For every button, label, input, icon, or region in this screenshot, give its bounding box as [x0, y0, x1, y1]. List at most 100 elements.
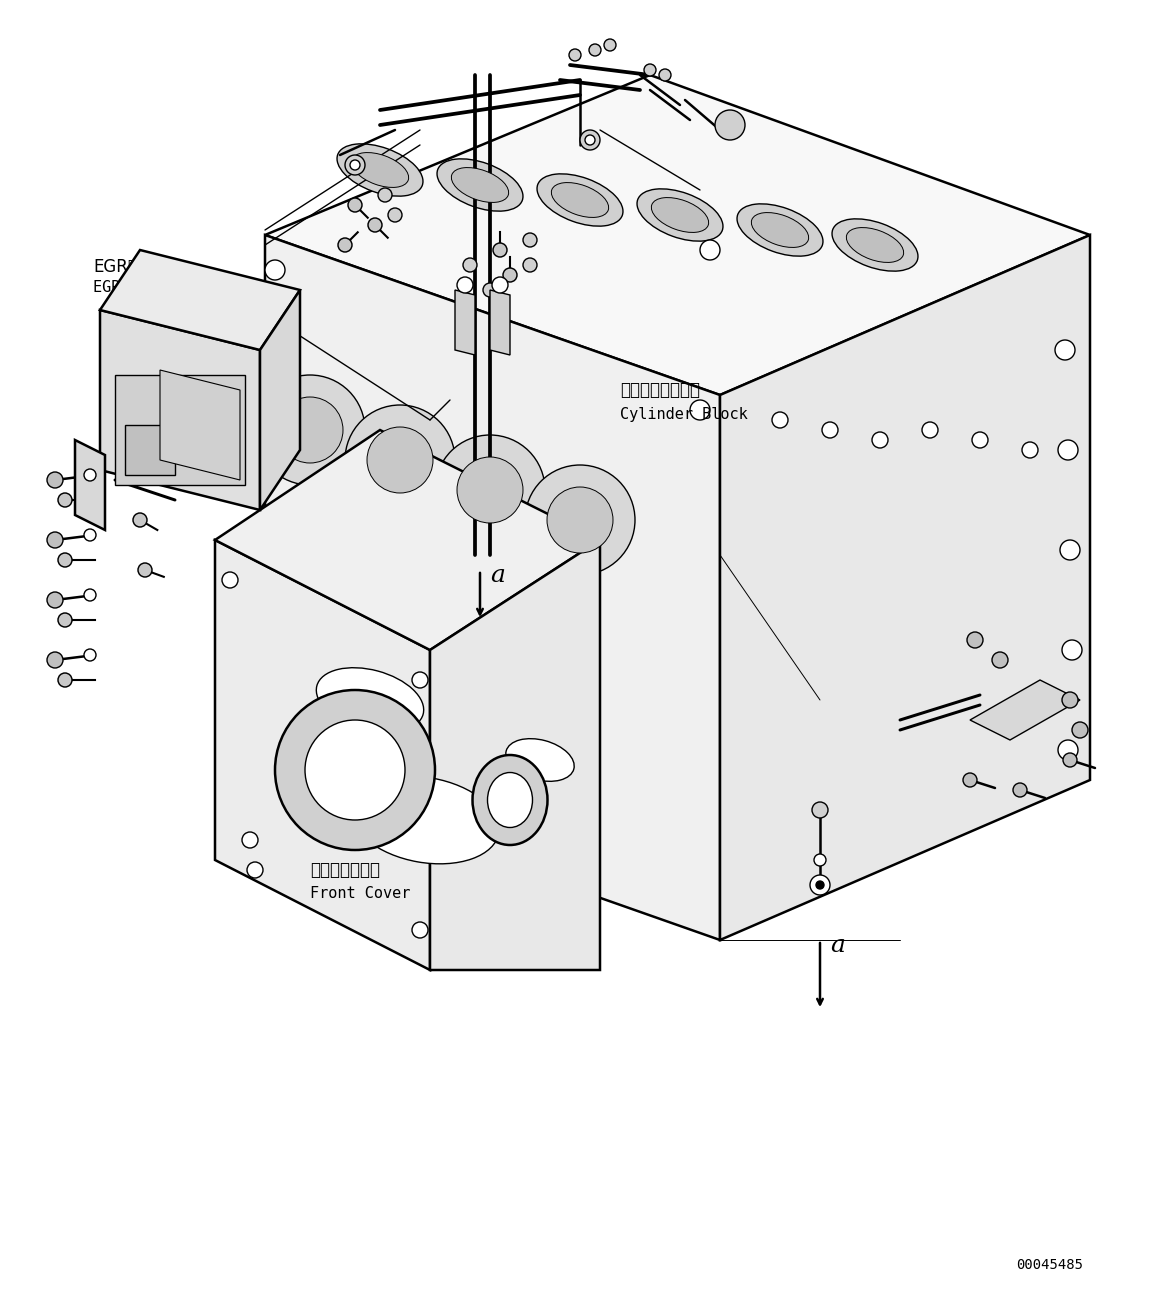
Text: 00045485: 00045485 [1016, 1258, 1084, 1271]
Circle shape [305, 721, 405, 820]
Circle shape [345, 404, 455, 515]
Ellipse shape [737, 203, 823, 257]
Ellipse shape [832, 219, 918, 271]
Circle shape [58, 613, 72, 627]
Circle shape [368, 218, 381, 232]
Circle shape [1055, 340, 1075, 360]
Circle shape [345, 156, 365, 175]
Ellipse shape [337, 144, 423, 196]
Polygon shape [720, 235, 1090, 940]
Text: a: a [490, 564, 505, 587]
Ellipse shape [292, 652, 448, 748]
Ellipse shape [451, 167, 508, 202]
Polygon shape [160, 369, 240, 480]
Circle shape [525, 465, 635, 575]
Circle shape [222, 572, 238, 588]
Circle shape [922, 422, 939, 438]
Circle shape [84, 649, 97, 661]
Circle shape [972, 432, 989, 448]
Circle shape [492, 277, 508, 293]
Circle shape [814, 854, 826, 866]
Polygon shape [265, 75, 1090, 395]
Circle shape [493, 244, 507, 257]
Ellipse shape [487, 772, 533, 828]
Polygon shape [490, 290, 511, 355]
Circle shape [816, 881, 825, 889]
Circle shape [715, 110, 745, 140]
Ellipse shape [351, 776, 499, 864]
Circle shape [812, 802, 828, 818]
Text: フロントカバー: フロントカバー [311, 861, 380, 879]
Circle shape [338, 238, 352, 251]
Circle shape [523, 233, 537, 248]
Text: Cylinder Block: Cylinder Block [620, 407, 748, 422]
Circle shape [809, 875, 830, 896]
Circle shape [604, 39, 616, 51]
Circle shape [412, 921, 428, 938]
Polygon shape [265, 235, 720, 940]
Polygon shape [970, 680, 1080, 740]
Circle shape [274, 689, 435, 850]
Circle shape [412, 673, 428, 688]
Circle shape [523, 258, 537, 272]
Circle shape [872, 432, 889, 448]
Circle shape [47, 531, 63, 548]
Ellipse shape [651, 197, 708, 232]
Circle shape [644, 64, 656, 76]
Circle shape [966, 632, 983, 648]
Circle shape [585, 135, 595, 145]
Bar [124, 425, 174, 476]
Circle shape [84, 588, 97, 601]
Circle shape [84, 529, 97, 540]
Text: EGRバルブ: EGRバルブ [93, 258, 158, 276]
Circle shape [84, 469, 97, 481]
Circle shape [265, 260, 285, 280]
Circle shape [1072, 722, 1089, 737]
Circle shape [1058, 740, 1078, 759]
Polygon shape [261, 290, 300, 511]
Polygon shape [100, 250, 300, 350]
Ellipse shape [326, 758, 525, 881]
Text: Front Cover: Front Cover [311, 885, 411, 901]
Circle shape [963, 772, 977, 787]
Circle shape [457, 277, 473, 293]
Circle shape [274, 430, 295, 450]
Circle shape [992, 652, 1008, 667]
Circle shape [547, 487, 613, 553]
Circle shape [463, 258, 477, 272]
Circle shape [1063, 753, 1077, 767]
Circle shape [242, 832, 258, 848]
Circle shape [1058, 441, 1078, 460]
Polygon shape [215, 540, 430, 969]
Ellipse shape [751, 213, 808, 248]
Text: シリンダブロック: シリンダブロック [620, 381, 700, 399]
Text: a: a [830, 933, 844, 956]
Circle shape [1013, 783, 1027, 797]
Ellipse shape [437, 159, 523, 211]
Circle shape [690, 400, 709, 420]
Circle shape [58, 673, 72, 687]
Circle shape [368, 426, 433, 492]
Circle shape [1059, 540, 1080, 560]
Circle shape [247, 862, 263, 877]
Circle shape [659, 69, 671, 80]
Circle shape [1062, 692, 1078, 708]
Ellipse shape [472, 756, 548, 845]
Polygon shape [215, 430, 600, 651]
Ellipse shape [506, 739, 575, 781]
Ellipse shape [537, 174, 623, 226]
Text: EGR Valve: EGR Valve [93, 280, 176, 295]
Polygon shape [430, 540, 600, 969]
Circle shape [138, 562, 152, 577]
Circle shape [47, 652, 63, 667]
Circle shape [255, 375, 365, 485]
Circle shape [47, 592, 63, 608]
Circle shape [483, 283, 497, 297]
Circle shape [435, 435, 545, 546]
Ellipse shape [316, 667, 423, 732]
Circle shape [700, 240, 720, 260]
Circle shape [388, 207, 402, 222]
Polygon shape [74, 441, 105, 530]
Circle shape [58, 553, 72, 568]
Circle shape [1022, 442, 1039, 457]
